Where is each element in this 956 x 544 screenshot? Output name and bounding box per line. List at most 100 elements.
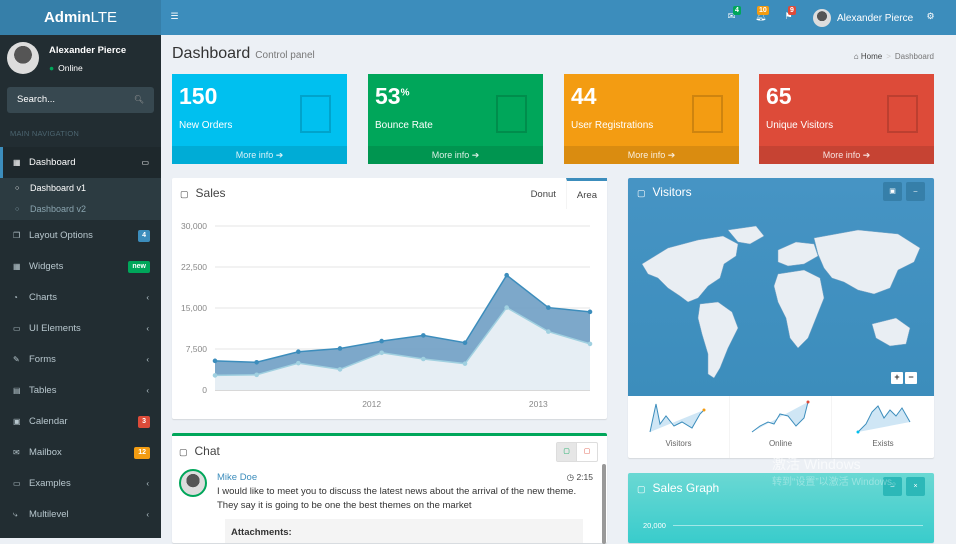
notifications-icon[interactable]: 🔔︎	[755, 11, 767, 21]
share-icon: ⤷	[13, 510, 18, 519]
chat-avatar	[179, 469, 207, 497]
avatar	[813, 9, 831, 27]
content-header: Dashboard Control panel	[172, 45, 315, 63]
pie-chart-icon: ◔	[13, 293, 18, 302]
person-add-icon	[692, 95, 723, 133]
chat-title: ▢ Chat	[179, 444, 220, 458]
messages-icon[interactable]: ✉	[727, 11, 736, 21]
chat-panel: ▢ Chat ▢ ▢ Mike Doe ◷ 2:15 I would like t…	[172, 433, 607, 544]
sidebar-item-mailbox[interactable]: ✉ Mailbox 12	[0, 437, 161, 468]
data-point-series-1	[212, 373, 218, 378]
brand-logo[interactable]: AdminLTE	[0, 0, 161, 35]
sidebar-search-input[interactable]: Search... 🔍︎	[7, 87, 154, 113]
stat-box-user-registrations: 44 User Registrations More info ➔	[564, 74, 739, 164]
tab-area[interactable]: Area	[565, 178, 607, 209]
data-point-series-2	[296, 349, 301, 355]
sparkline-chart	[649, 403, 706, 433]
dashboard-icon: ▦	[13, 158, 21, 167]
mailbox-badge: 12	[134, 447, 150, 459]
arrow-circle-right-icon: ➔	[862, 150, 871, 160]
sidebar-item-forms[interactable]: ✎ Forms ‹	[0, 344, 161, 375]
data-point-series-1	[546, 329, 551, 334]
sidebar-subitem-dashboard-v2[interactable]: ○ Dashboard v2	[0, 199, 161, 220]
sidebar-item-calendar[interactable]: ▣ Calendar 3	[0, 406, 161, 437]
stat-value: 150	[179, 83, 218, 109]
collapse-button[interactable]: –	[906, 182, 925, 201]
breadcrumb-home[interactable]: Home	[860, 52, 883, 61]
data-point-series-2	[254, 359, 259, 365]
offline-toggle-icon[interactable]: ▢	[583, 448, 591, 455]
user-menu[interactable]: Alexander Pierce	[813, 9, 913, 27]
collapse-button[interactable]: –	[883, 477, 902, 496]
sidebar-toggle-icon[interactable]: ☰	[170, 11, 179, 21]
sidebar-item-multilevel[interactable]: ⤷ Multilevel ‹	[0, 499, 161, 530]
sidebar-item-layout-options[interactable]: ❐ Layout Options 4	[0, 220, 161, 251]
sidebar-item-widgets[interactable]: ▦ Widgets new	[0, 251, 161, 282]
dashboard-submenu: ○ Dashboard v1 ○ Dashboard v2	[0, 178, 161, 220]
data-point-series-1	[296, 360, 301, 366]
sidebar-subitem-dashboard-v1[interactable]: ○ Dashboard v1	[0, 178, 161, 199]
flag-icon[interactable]: ⚑	[784, 11, 793, 21]
nav-header: MAIN NAVIGATION	[10, 129, 79, 138]
more-info-link[interactable]: More info ➔	[759, 146, 934, 164]
visitors-title: ▢ Visitors	[637, 185, 692, 199]
sidebar-item-tables[interactable]: ▤ Tables ‹	[0, 375, 161, 406]
data-point-series-1	[337, 367, 343, 372]
circle-icon: ○	[15, 206, 20, 213]
gridline	[673, 525, 923, 526]
layout-badge: 4	[138, 230, 150, 242]
sidebar: Alexander Pierce ● Online Search... 🔍︎ MAI…	[0, 35, 161, 538]
arrow-circle-right-icon: ➔	[667, 150, 676, 160]
visitors-map-area: ▢ Visitors ▣ – + −	[628, 178, 934, 396]
user-avatar	[7, 42, 39, 74]
more-info-link[interactable]: More info ➔	[368, 146, 543, 164]
breadcrumb-separator: >	[886, 52, 891, 61]
data-point-series-2	[379, 338, 384, 344]
sparkline-chart	[751, 400, 810, 433]
message-author[interactable]: Mike Doe	[217, 472, 258, 483]
message-time: ◷ 2:15	[566, 472, 593, 482]
sidebar-item-charts[interactable]: ◔ Charts ‹	[0, 282, 161, 313]
search-icon[interactable]: 🔍︎	[133, 95, 144, 104]
tasks-badge: 9	[788, 6, 796, 15]
sidebar-menu: ▦ Dashboard ▭ ○ Dashboard v1 ○ Dashboard v2 …	[0, 147, 161, 530]
watermark-line1: 激活 Windows	[772, 456, 861, 472]
y-tick-label: 22,500	[181, 262, 207, 272]
more-info-link[interactable]: More info ➔	[564, 146, 739, 164]
page-title: Dashboard	[172, 45, 251, 62]
chat-scrollbar[interactable]	[602, 464, 606, 544]
world-map	[641, 225, 921, 379]
zoom-out-button[interactable]: −	[905, 372, 917, 384]
stat-value: 53%	[375, 83, 410, 109]
tab-donut[interactable]: Donut	[530, 189, 556, 200]
sidebar-item-dashboard[interactable]: ▦ Dashboard ▭	[0, 147, 161, 178]
online-toggle-icon[interactable]: ▢	[557, 443, 577, 461]
sidebar-item-examples[interactable]: ▭ Examples ‹	[0, 468, 161, 499]
data-point-series-2	[421, 333, 426, 338]
date-range-button[interactable]: ▣	[883, 182, 902, 201]
sparkline-chart	[856, 405, 911, 434]
stat-label: Unique Visitors	[766, 120, 834, 131]
more-info-link[interactable]: More info ➔	[172, 146, 347, 164]
th-icon: ▦	[13, 262, 21, 271]
user-status: ● Online	[49, 63, 83, 73]
remove-button[interactable]: ×	[906, 477, 925, 496]
sparkline-online: Online	[730, 396, 832, 458]
table-icon: ▤	[13, 386, 21, 395]
sidebar-item-ui-elements[interactable]: ▭ UI Elements ‹	[0, 313, 161, 344]
data-point-series-1	[587, 341, 593, 347]
angle-left-icon: ‹	[146, 479, 149, 488]
data-point-series-2	[212, 358, 218, 364]
data-point-series-2	[337, 346, 343, 351]
chat-status-toggle: ▢ ▢	[556, 442, 598, 462]
comments-icon: ▢	[179, 447, 188, 457]
area-series-1	[215, 307, 590, 390]
sales-graph-panel: ▢ Sales Graph – × 20,000	[628, 473, 934, 543]
zoom-in-button[interactable]: +	[891, 372, 903, 384]
data-point-series-2	[462, 340, 468, 346]
calendar-badge: 3	[138, 416, 150, 428]
gears-icon[interactable]: ⚙	[926, 11, 935, 21]
envelope-icon: ✉	[13, 448, 20, 457]
sales-area-chart: 30,000 22,500 15,000 7,500 0 2012 2013	[181, 221, 593, 409]
data-point-series-1	[504, 305, 509, 310]
